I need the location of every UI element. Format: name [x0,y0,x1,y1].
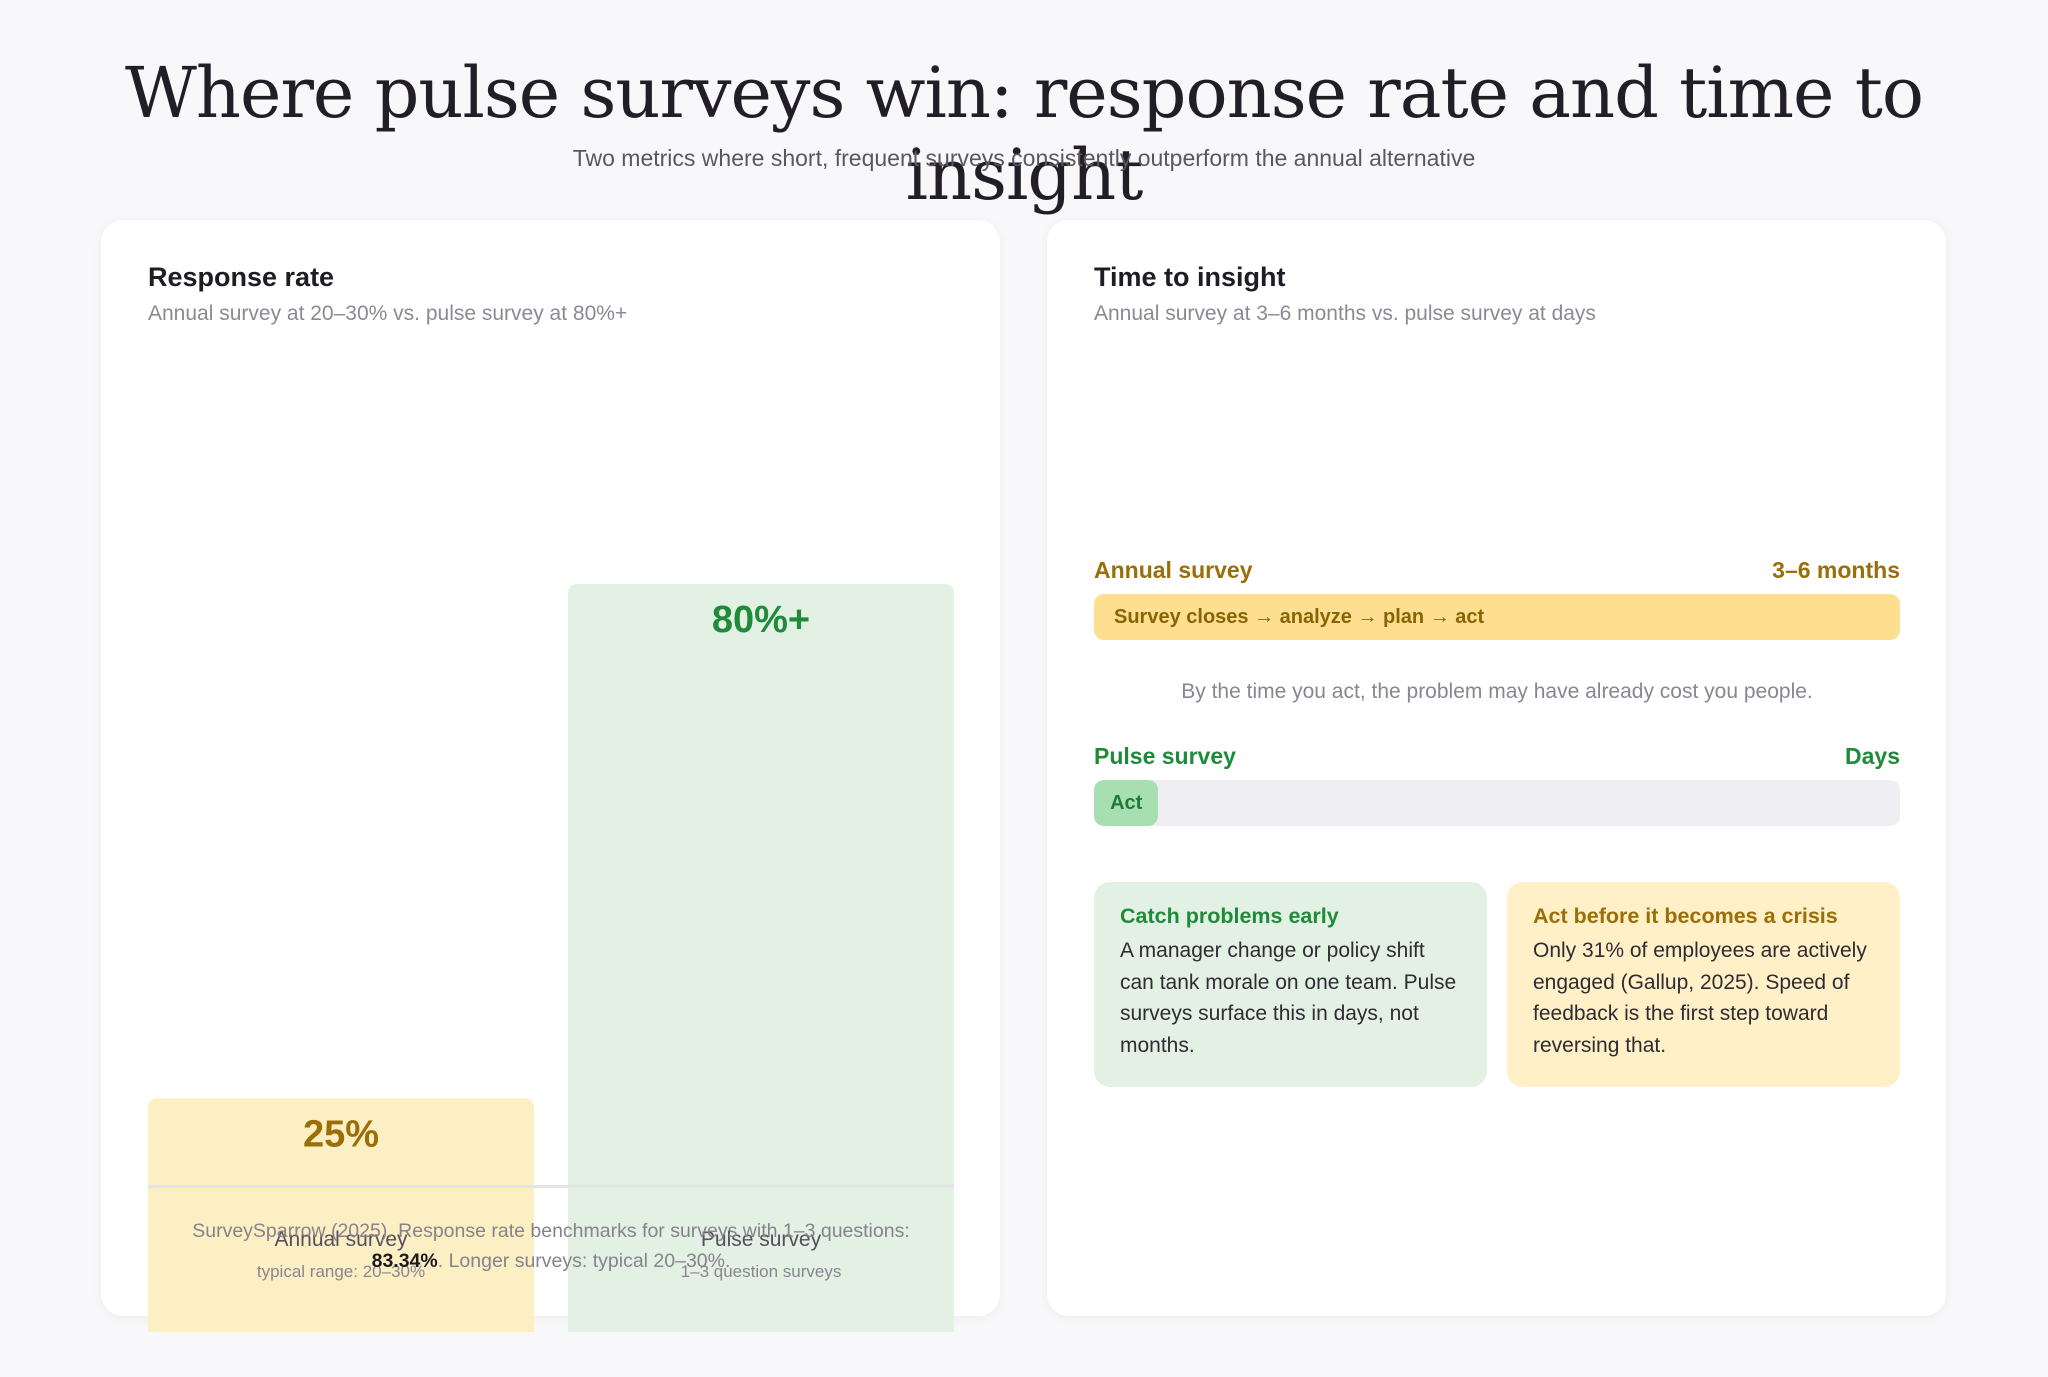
time-to-insight-card: Time to insight Annual survey at 3–6 mon… [1047,220,1946,1316]
response-rate-card: Response rate Annual survey at 20–30% vs… [101,220,1000,1332]
chart-baseline [148,1185,954,1188]
page-subtitle: Two metrics where short, frequent survey… [572,145,1476,171]
callout-title: Catch problems early [1120,904,1339,928]
annual-row-label: Annual survey [1094,557,1253,583]
annual-row-value: 3–6 months [1772,557,1900,583]
bar-annual [148,1098,534,1332]
callout-act-before-crisis: Act before it becomes a crisis Only 31% … [1507,882,1900,1087]
source-highlight: 83.34% [371,1250,438,1272]
annual-timeline-bar: Survey closes → analyze → plan → act [1094,594,1900,640]
bar-pulse [568,584,954,1332]
data-label-pulse: 80%+ [712,599,810,641]
source-prefix: SurveySparrow (2025). Response rate benc… [192,1220,910,1242]
source-citation: SurveySparrow (2025). Response rate benc… [148,1216,954,1276]
callout-body: Only 31% of employees are actively engag… [1533,939,1867,1057]
annual-timeline-track: Survey closes → analyze → plan → act [1094,594,1900,640]
pulse-row-label: Pulse survey [1094,743,1236,769]
response-rate-chart: 25% 80%+ [148,420,954,1332]
callout-title: Act before it becomes a crisis [1533,904,1838,928]
category-note-pulse: 1–3 question surveys [680,1262,842,1281]
page-title: Where pulse surveys win: response rate a… [124,52,1924,216]
response-rate-subtitle: Annual survey at 20–30% vs. pulse survey… [148,302,628,325]
response-rate-title: Response rate [148,262,335,292]
time-to-insight-title: Time to insight [1094,262,1286,292]
time-to-insight-subtitle: Annual survey at 3–6 months vs. pulse su… [1094,302,1596,325]
response-rate-chart-svg: 25% 80%+ [148,584,954,1332]
pulse-timeline-bar: Act [1094,780,1159,826]
category-note-annual: typical range: 20–30% [256,1262,426,1281]
timeline-note: By the time you act, the problem may hav… [1181,680,1813,703]
source-suffix: . Longer surveys: typical 20–30%. [437,1250,731,1272]
pulse-timeline-track: Act [1094,780,1900,826]
callout-body: A manager change or policy shift can tan… [1120,939,1457,1057]
category-label-pulse: Pulse survey [700,1228,822,1251]
callout-catch-problems: Catch problems early A manager change or… [1094,882,1487,1087]
category-label-annual: Annual survey [274,1228,408,1251]
pulse-row-value: Days [1845,743,1900,769]
data-label-annual: 25% [303,1113,379,1155]
